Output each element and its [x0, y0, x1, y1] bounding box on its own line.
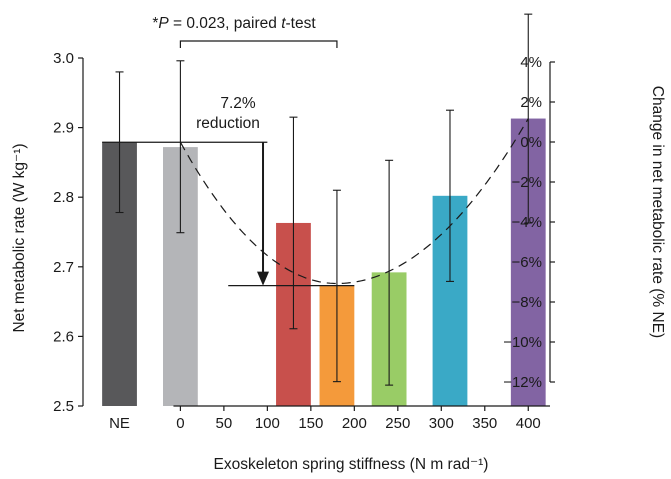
- x-axis-title: Exoskeleton spring stiffness (N m rad⁻¹): [214, 456, 489, 473]
- fit-curve-layer: [179, 118, 529, 285]
- y-tick-label-right: −4%: [512, 214, 542, 231]
- x-tick-label: 150: [298, 415, 323, 432]
- y-tick-label-right: 2%: [520, 94, 542, 111]
- y-tick-label-left: 2.6: [53, 328, 74, 345]
- x-tick-label: 350: [472, 415, 497, 432]
- bars-layer: [102, 118, 546, 406]
- y-tick-label-left: 2.8: [53, 189, 74, 206]
- significance-label: *P = 0.023, paired t-test: [152, 15, 316, 32]
- x-tick-label: 200: [342, 415, 367, 432]
- reduction-arrow-head: [257, 271, 270, 286]
- x-tick-label-ne: NE: [109, 415, 130, 432]
- y-tick-label-left: 3.0: [53, 50, 74, 67]
- axes-layer: 2.5 2.6 2.7 2.8 2.9 3.0 0 50 100 150 200 250 300 350 4…: [53, 50, 555, 432]
- y-tick-label-right: −12%: [503, 374, 542, 391]
- y-tick-label-right: −10%: [503, 334, 542, 351]
- y-tick-label-right: 0%: [520, 134, 542, 151]
- y-tick-label-right: −2%: [512, 174, 542, 191]
- x-tick-label: 400: [516, 415, 541, 432]
- x-tick-label: 250: [385, 415, 410, 432]
- y-tick-label-right: −8%: [512, 294, 542, 311]
- x-tick-label: 300: [429, 415, 454, 432]
- y-tick-label-right: −6%: [512, 254, 542, 271]
- y-tick-label-left: 2.7: [53, 259, 74, 276]
- y-axis-title-right: Change in net metabolic rate (% NE): [649, 86, 666, 338]
- y-tick-label-right: 4%: [520, 54, 542, 71]
- x-tick-label: 50: [216, 415, 233, 432]
- annotation-layer: [102, 40, 355, 287]
- significance-bracket: [179, 40, 338, 48]
- x-tick-label: 0: [176, 415, 184, 432]
- reduction-label-word: reduction: [196, 115, 260, 132]
- y-tick-label-left: 2.9: [53, 120, 74, 137]
- x-tick-label: 100: [255, 415, 280, 432]
- y-tick-label-left: 2.5: [53, 398, 74, 415]
- reduction-label-percent: 7.2%: [220, 95, 256, 112]
- y-axis-title-left: Net metabolic rate (W kg⁻¹): [11, 143, 28, 332]
- quadratic-fit-curve: [179, 118, 529, 285]
